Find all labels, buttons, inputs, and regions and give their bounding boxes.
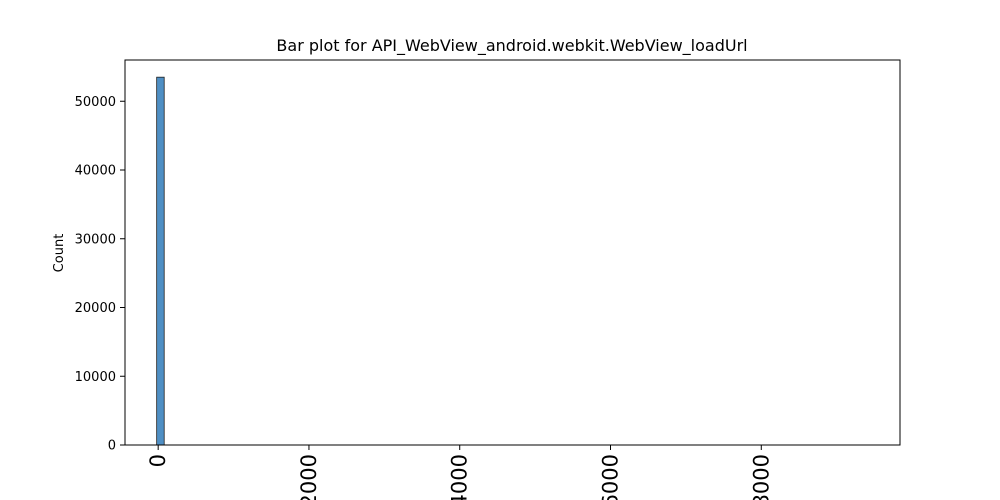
- y-tick-label: 0: [108, 439, 116, 454]
- y-tick-label: 10000: [75, 370, 116, 385]
- x-tick-label: 4000: [448, 454, 472, 500]
- chart-title: Bar plot for API_WebView_android.webkit.…: [276, 36, 747, 56]
- plot-frame: [124, 59, 901, 446]
- x-tick-label: 6000: [599, 454, 623, 500]
- y-tick-label: 30000: [75, 232, 116, 247]
- x-tick-label: 0: [146, 454, 170, 467]
- y-axis-label: Count: [52, 234, 67, 273]
- x-tick-label: 8000: [749, 454, 773, 500]
- x-axis: 0 2000 4000 6000 8000: [146, 445, 773, 500]
- plot-area: [156, 76, 165, 446]
- y-tick-label: 50000: [75, 95, 116, 110]
- bar-0: [156, 76, 165, 446]
- y-axis: 0 10000 20000 30000 40000 50000: [75, 95, 125, 454]
- y-tick-label: 20000: [75, 301, 116, 316]
- y-tick-label: 40000: [75, 164, 116, 179]
- x-tick-label: 2000: [297, 454, 321, 500]
